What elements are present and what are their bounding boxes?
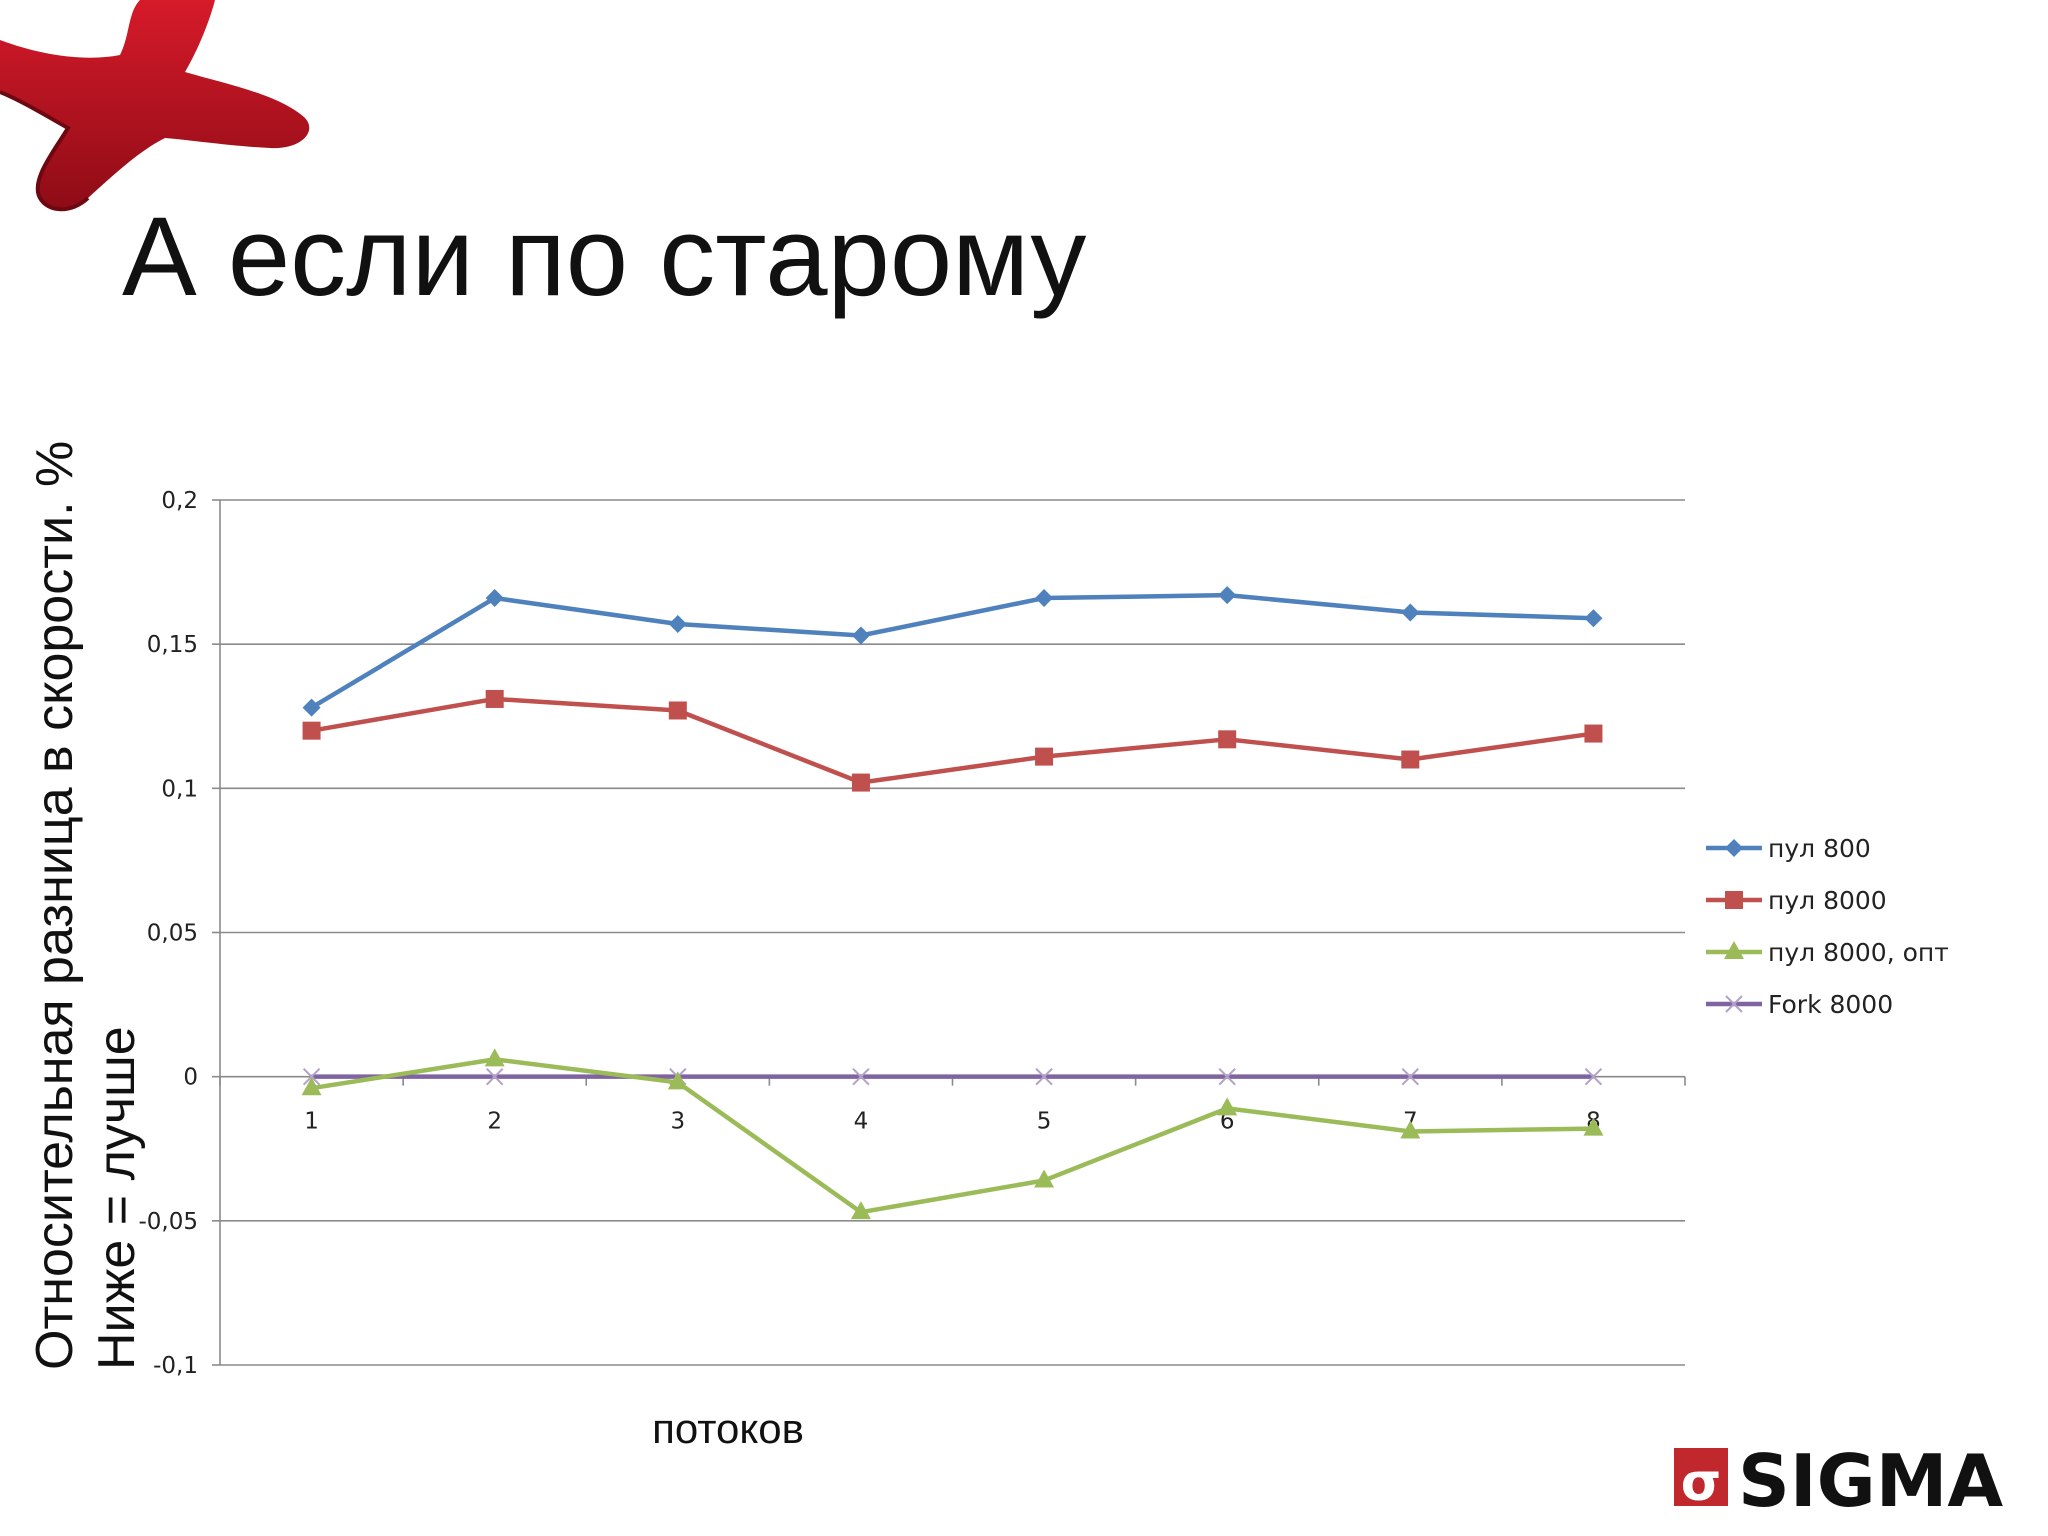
y-axis-label: Относительная разница в скорости. %: [26, 441, 84, 1370]
marker-stroke: [1401, 1067, 1420, 1086]
series-line: [310, 592, 1594, 710]
x-tick-label: 1: [304, 1109, 319, 1135]
series-Fork-8000: [302, 1067, 1603, 1086]
series-line: [311, 696, 1594, 785]
series-пул-800: [302, 586, 1603, 717]
data-point: [851, 773, 870, 792]
data-point: [1218, 730, 1237, 749]
series-пул-8000: [302, 689, 1603, 792]
marker-stroke: [1584, 1067, 1603, 1086]
legend-label: пул 800: [1768, 834, 1871, 863]
series-пул-8000-опт: [301, 1048, 1604, 1220]
legend-label: пул 8000: [1768, 886, 1887, 915]
data-point: [1035, 589, 1054, 608]
marker-stroke: [1725, 995, 1743, 1013]
data-point: [302, 1067, 321, 1086]
data-point: [485, 589, 504, 608]
legend-marker: [1725, 839, 1743, 857]
data-point: [851, 626, 870, 645]
data-point: [1218, 586, 1237, 605]
data-point: [1400, 1120, 1421, 1139]
marker-stroke: [485, 1067, 504, 1086]
legend-item: пул 8000, опт: [1706, 938, 1949, 967]
x-tick-label: 2: [487, 1109, 502, 1135]
data-point: [1035, 747, 1054, 766]
legend-label: Fork 8000: [1768, 990, 1893, 1019]
legend-marker: [1725, 995, 1743, 1013]
legend-label: пул 8000, опт: [1768, 938, 1949, 967]
y-tick-label: -0,1: [153, 1353, 198, 1379]
data-point: [485, 689, 504, 708]
sigma-mark-icon: σ: [1681, 1453, 1722, 1513]
legend-marker: [1724, 941, 1744, 959]
legend-item: пул 8000: [1706, 886, 1887, 915]
data-point: [668, 614, 687, 633]
data-point: [1401, 603, 1420, 622]
marker-stroke: [1218, 1067, 1236, 1086]
data-point: [302, 721, 321, 740]
x-tick-label: 5: [1037, 1109, 1052, 1135]
slide-title: А если по старому: [122, 194, 1087, 319]
legend: пул 800 пул 8000 пул 8000, опт Fork 8000: [1706, 834, 1949, 1019]
data-point: [484, 1048, 505, 1067]
red-star-decoration: [0, 0, 310, 212]
marker-stroke: [1035, 1067, 1053, 1086]
data-point: [1218, 1067, 1236, 1086]
marker-stroke: [852, 1067, 870, 1086]
data-point: [1217, 1097, 1238, 1116]
data-point: [1401, 1067, 1420, 1086]
data-point: [1583, 1117, 1604, 1136]
data-point: [1584, 724, 1603, 743]
series-line: [311, 1057, 1594, 1215]
marker-stroke: [302, 1067, 321, 1086]
sigma-mark-background: [1674, 1448, 1728, 1506]
data-point: [1034, 1169, 1055, 1188]
data-point: [668, 701, 687, 720]
legend-marker: [1725, 891, 1743, 909]
grid-lines: [220, 499, 1685, 1366]
y-tick-labels: -0,1 -0,05 0 0,05 0,1 0,15 0,2: [138, 488, 198, 1379]
y-tick-label: 0,2: [161, 488, 198, 514]
x-axis-label: потоков: [652, 1405, 804, 1452]
data-point: [485, 1067, 504, 1086]
logo-text: SIGMA: [1738, 1440, 2003, 1520]
legend-item: пул 800: [1706, 834, 1871, 863]
data-point: [852, 1067, 870, 1086]
y-tick-label: 0,15: [147, 632, 198, 658]
y-tick-label: 0,1: [161, 776, 198, 802]
x-tick-label: 3: [670, 1109, 685, 1135]
series-lines: [301, 586, 1604, 1220]
y-axis-label-secondary: Ниже = лучше: [88, 1026, 146, 1370]
y-tick-label: -0,05: [138, 1209, 198, 1235]
data-point: [1584, 609, 1603, 628]
data-point: [1401, 750, 1420, 769]
data-point: [850, 1201, 871, 1220]
x-tick-label: 4: [854, 1109, 869, 1135]
data-point: [1584, 1067, 1603, 1086]
data-point: [667, 1071, 688, 1090]
data-point: [301, 1077, 322, 1096]
sigma-logo: σ SIGMA: [1672, 1439, 2012, 1523]
data-point: [302, 698, 321, 717]
data-point: [1035, 1067, 1053, 1086]
y-tick-label: 0,05: [147, 921, 198, 947]
legend-item: Fork 8000: [1706, 990, 1893, 1019]
y-tick-label: 0: [183, 1065, 198, 1091]
